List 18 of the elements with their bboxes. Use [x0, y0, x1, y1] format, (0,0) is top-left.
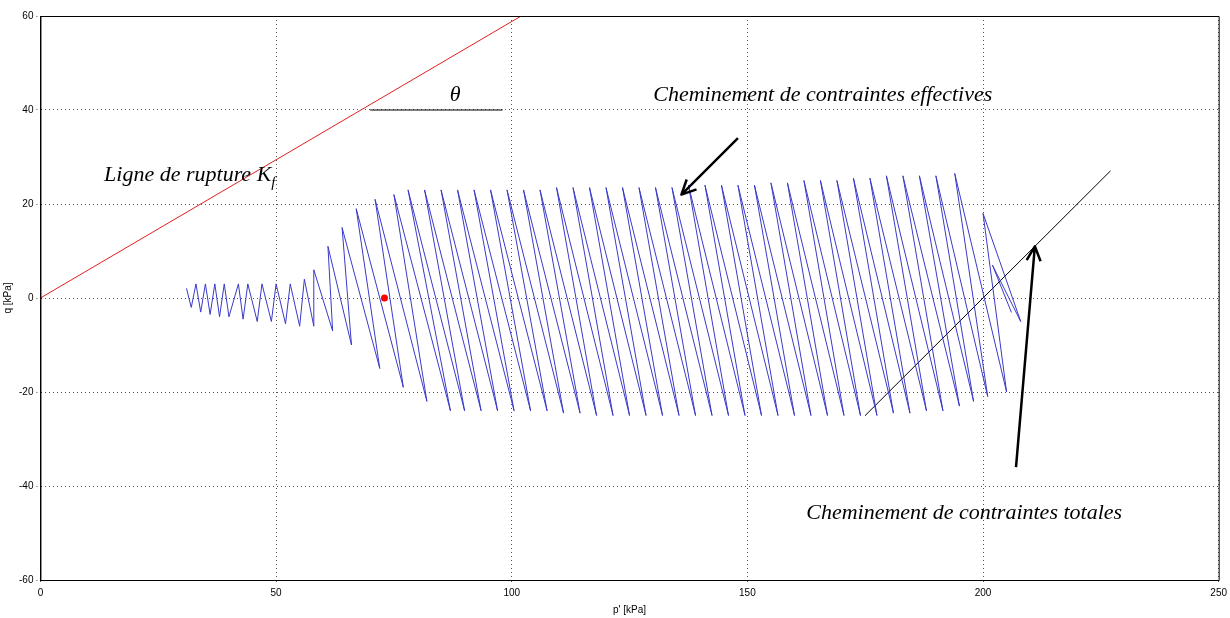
- x-tick-label: 50: [270, 586, 283, 598]
- annotation: Cheminement de contraintes effectives: [653, 80, 993, 106]
- y-axis-title: q [kPa]: [1, 282, 13, 314]
- x-tick-label: 200: [974, 586, 992, 598]
- y-tick-label: 60: [22, 9, 34, 21]
- x-axis-title: p' [kPa]: [613, 603, 647, 615]
- y-tick-label: -40: [19, 479, 34, 491]
- x-tick-label: 100: [503, 586, 521, 598]
- annotation: θ: [449, 80, 461, 106]
- x-tick-label: 0: [37, 586, 44, 598]
- x-tick-label: 250: [1210, 586, 1228, 598]
- y-tick-label: 40: [22, 103, 34, 115]
- y-tick-label: -20: [19, 385, 34, 397]
- annotation: Cheminement de contraintes totales: [806, 498, 1123, 524]
- y-tick-label: 0: [27, 291, 34, 303]
- y-tick-label: -60: [19, 573, 34, 585]
- y-tick-label: 20: [22, 197, 34, 209]
- x-tick-label: 150: [739, 586, 757, 598]
